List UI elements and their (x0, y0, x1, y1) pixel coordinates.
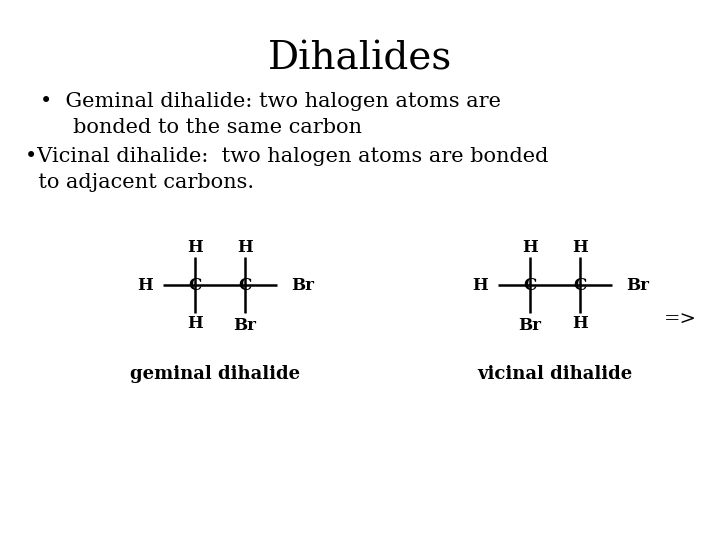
Text: H: H (237, 239, 253, 255)
Text: H: H (572, 314, 588, 332)
Text: H: H (572, 239, 588, 255)
Text: vicinal dihalide: vicinal dihalide (477, 365, 633, 383)
Text: Br: Br (626, 276, 649, 294)
Text: H: H (187, 314, 203, 332)
Text: Br: Br (518, 316, 541, 334)
Text: geminal dihalide: geminal dihalide (130, 365, 300, 383)
Text: Br: Br (233, 316, 256, 334)
Text: C: C (573, 276, 587, 294)
Text: H: H (522, 239, 538, 255)
Text: Dihalides: Dihalides (268, 40, 452, 77)
Text: •  Geminal dihalide: two halogen atoms are: • Geminal dihalide: two halogen atoms ar… (40, 92, 501, 111)
Text: H: H (138, 276, 153, 294)
Text: •Vicinal dihalide:  two halogen atoms are bonded: •Vicinal dihalide: two halogen atoms are… (25, 147, 549, 166)
Text: C: C (523, 276, 536, 294)
Text: to adjacent carbons.: to adjacent carbons. (25, 173, 254, 192)
Text: C: C (189, 276, 202, 294)
Text: Br: Br (291, 276, 314, 294)
Text: bonded to the same carbon: bonded to the same carbon (40, 118, 362, 137)
Text: C: C (238, 276, 251, 294)
Text: =>: => (664, 311, 696, 329)
Text: H: H (187, 239, 203, 255)
Text: H: H (472, 276, 488, 294)
